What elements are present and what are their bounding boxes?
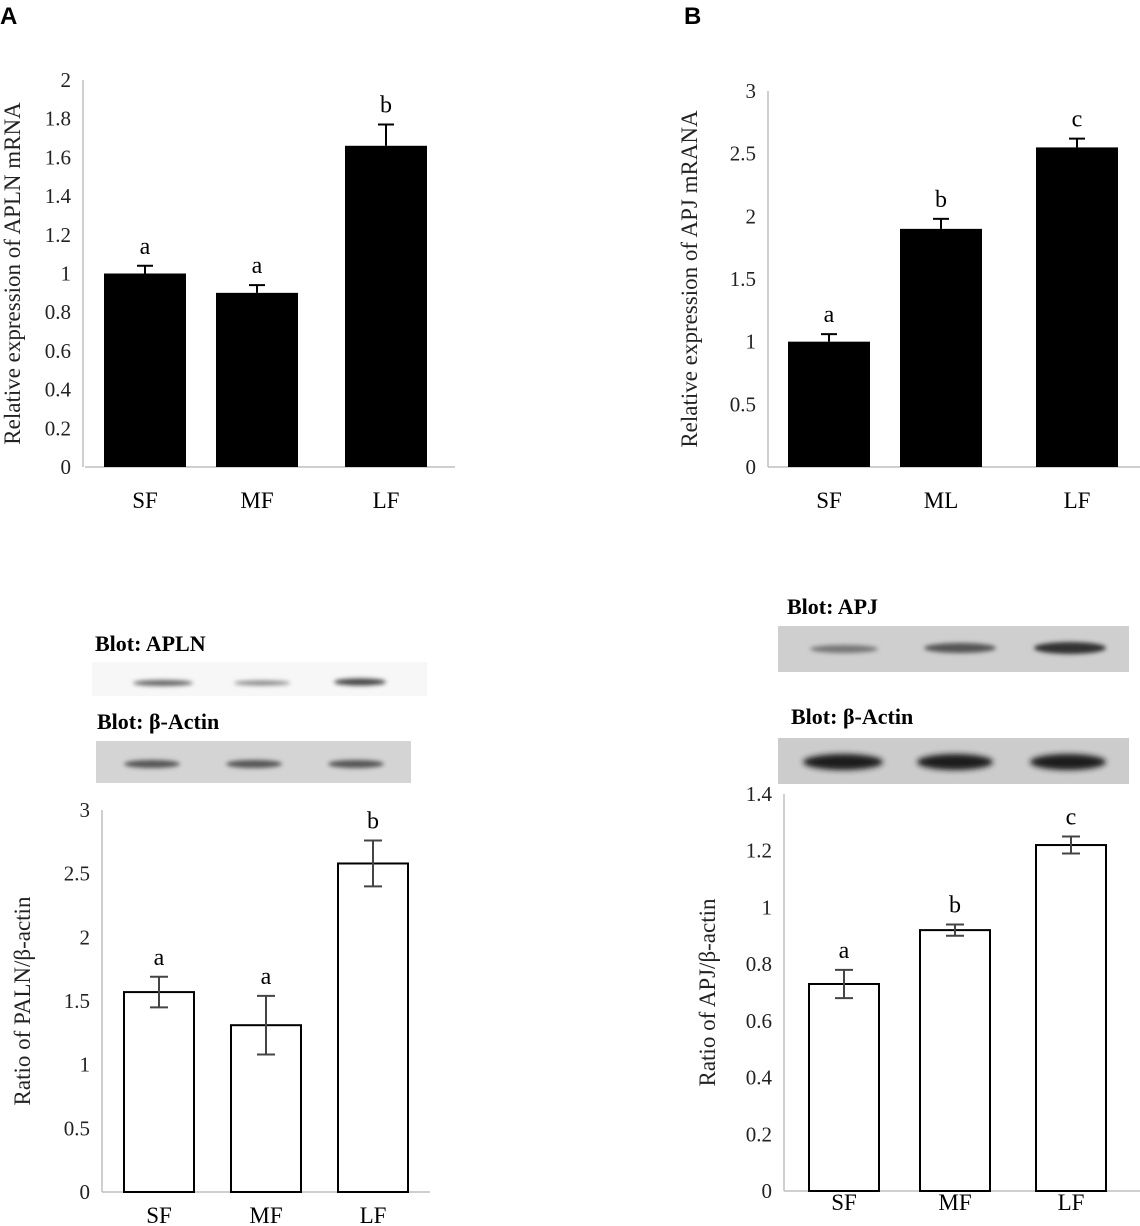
blot-a: Blot: APLN Blot: β-Actin bbox=[92, 631, 427, 783]
y-tick-label: 0.4 bbox=[746, 1066, 773, 1090]
blot-b-apj-band-lf bbox=[1034, 642, 1106, 654]
panel-label-b: B bbox=[684, 3, 701, 30]
significance-letter: b bbox=[935, 187, 947, 213]
y-tick-label: 0 bbox=[80, 1180, 91, 1204]
y-tick-label: 1.5 bbox=[730, 267, 756, 291]
y-tick-label: 1.4 bbox=[45, 184, 72, 208]
y-tick-label: 0 bbox=[746, 455, 757, 479]
x-tick-label: LF bbox=[1058, 1190, 1085, 1215]
blot-b-actin-label: Blot: β-Actin bbox=[791, 704, 913, 729]
blot-a-actin-band-mf bbox=[226, 760, 282, 768]
bar-lf bbox=[1036, 147, 1118, 467]
y-tick-label: 0.5 bbox=[730, 392, 756, 416]
blot-a-apln-band-sf bbox=[133, 680, 193, 686]
y-tick-label: 0.8 bbox=[746, 952, 772, 976]
y-tick-label: 1.8 bbox=[45, 107, 71, 131]
blot-a-apln-band-lf bbox=[334, 678, 386, 686]
significance-letter: a bbox=[252, 253, 263, 279]
blot-a-apln-strip bbox=[92, 662, 427, 696]
bar-sf bbox=[123, 991, 195, 1193]
bar-mf bbox=[919, 929, 991, 1192]
y-tick-label: 1 bbox=[746, 330, 757, 354]
y-tick-label: 2 bbox=[80, 925, 91, 949]
chart-b-apj-mrna: 0 0.5 1 1.5 2 2.5 3 Relative expression of APJ … bbox=[677, 79, 1140, 513]
blot-b-apj-label: Blot: APJ bbox=[787, 594, 878, 619]
bar-sf bbox=[808, 982, 880, 1192]
y-tick-label: 0.2 bbox=[45, 416, 71, 440]
significance-letter: a bbox=[140, 234, 151, 260]
y-tick-label: 1 bbox=[762, 895, 773, 919]
bar-lf bbox=[345, 145, 427, 468]
y-tick-label: 2.5 bbox=[64, 862, 90, 886]
x-tick-label: SF bbox=[831, 1190, 857, 1215]
x-tick-label: SF bbox=[132, 488, 158, 513]
y-tick-label: 1 bbox=[80, 1053, 91, 1077]
bar-lf bbox=[1035, 844, 1107, 1192]
x-tick-label: SF bbox=[146, 1203, 172, 1226]
bar-sf bbox=[788, 341, 870, 467]
y-tick-label: 0 bbox=[61, 455, 72, 479]
y-tick-label: 1.4 bbox=[746, 782, 773, 806]
blot-a-apln-label: Blot: APLN bbox=[95, 631, 206, 656]
y-tick-label: 2.5 bbox=[730, 142, 756, 166]
y-tick-label: 1.2 bbox=[746, 839, 772, 863]
y-tick-label: 2 bbox=[61, 68, 72, 92]
x-tick-label: ML bbox=[924, 488, 959, 513]
y-tick-label: 0.5 bbox=[64, 1116, 90, 1140]
blot-b: Blot: APJ Blot: β-Actin bbox=[778, 594, 1129, 784]
y-tick-label: 0.2 bbox=[746, 1122, 772, 1146]
blot-b-actin-band-lf bbox=[1030, 754, 1106, 770]
blot-a-actin-band-lf bbox=[328, 760, 384, 768]
y-tick-label: 0.8 bbox=[45, 300, 71, 324]
y-tick-label: 1.2 bbox=[45, 223, 71, 247]
blot-b-actin-band-sf bbox=[803, 754, 883, 770]
significance-letter: c bbox=[1066, 805, 1077, 831]
significance-letter: a bbox=[261, 964, 272, 990]
y-tick-label: 3 bbox=[80, 798, 91, 822]
x-tick-label: MF bbox=[938, 1190, 971, 1215]
y-tick-label: 0 bbox=[762, 1179, 773, 1203]
bar-sf bbox=[104, 273, 186, 467]
significance-letter: a bbox=[154, 945, 165, 971]
y-tick-label: 0.6 bbox=[746, 1009, 772, 1033]
blot-a-actin-label: Blot: β-Actin bbox=[97, 709, 219, 734]
significance-letter: a bbox=[824, 302, 835, 328]
y-tick-label: 0.4 bbox=[45, 378, 72, 402]
x-tick-label: MF bbox=[240, 488, 273, 513]
chart-b-apj-protein-ratio: 0 0.2 0.4 0.6 0.8 1 1.2 1.4 Ratio of APJ/β-actin… bbox=[695, 782, 1140, 1215]
significance-letter: b bbox=[380, 93, 392, 119]
bar-lf bbox=[337, 862, 409, 1193]
chart-a-apln-mrna: 0 0.2 0.4 0.6 0.8 1 1.2 1.4 1.6 1.8 2 Relative expr… bbox=[0, 68, 455, 513]
panel-label-a: A bbox=[0, 3, 17, 30]
y-axis-label: Relative expression of APJ mRANA bbox=[677, 110, 702, 448]
y-axis-label: Ratio of APJ/β-actin bbox=[695, 898, 720, 1087]
significance-letter: b bbox=[367, 809, 379, 835]
x-tick-label: LF bbox=[373, 488, 400, 513]
x-tick-label: SF bbox=[816, 488, 842, 513]
blot-b-actin-band-mf bbox=[917, 754, 993, 770]
blot-a-actin-band-sf bbox=[124, 760, 180, 768]
chart-a-apln-protein-ratio: 0 0.5 1 1.5 2 2.5 3 Ratio of PALN/β-actin a SF a MF… bbox=[10, 798, 430, 1226]
blot-b-apj-band-mf bbox=[924, 643, 996, 653]
y-tick-label: 0.6 bbox=[45, 339, 71, 363]
y-tick-label: 1 bbox=[61, 262, 72, 286]
x-tick-label: LF bbox=[1064, 488, 1091, 513]
y-tick-label: 2 bbox=[746, 204, 757, 228]
y-axis-label: Ratio of PALN/β-actin bbox=[10, 896, 35, 1105]
y-tick-label: 1.6 bbox=[45, 145, 71, 169]
y-tick-label: 3 bbox=[746, 79, 757, 103]
bar-ml bbox=[900, 228, 982, 467]
significance-letter: a bbox=[839, 938, 850, 964]
bar-mf bbox=[216, 292, 298, 467]
y-tick-label: 1.5 bbox=[64, 989, 90, 1013]
y-axis-label: Relative expression of APLN mRNA bbox=[0, 102, 25, 445]
x-tick-label: MF bbox=[249, 1203, 282, 1226]
significance-letter: c bbox=[1072, 107, 1083, 133]
blot-b-apj-band-sf bbox=[810, 645, 878, 653]
significance-letter: b bbox=[949, 892, 961, 918]
x-tick-label: LF bbox=[360, 1203, 387, 1226]
blot-a-apln-band-mf bbox=[234, 680, 290, 686]
